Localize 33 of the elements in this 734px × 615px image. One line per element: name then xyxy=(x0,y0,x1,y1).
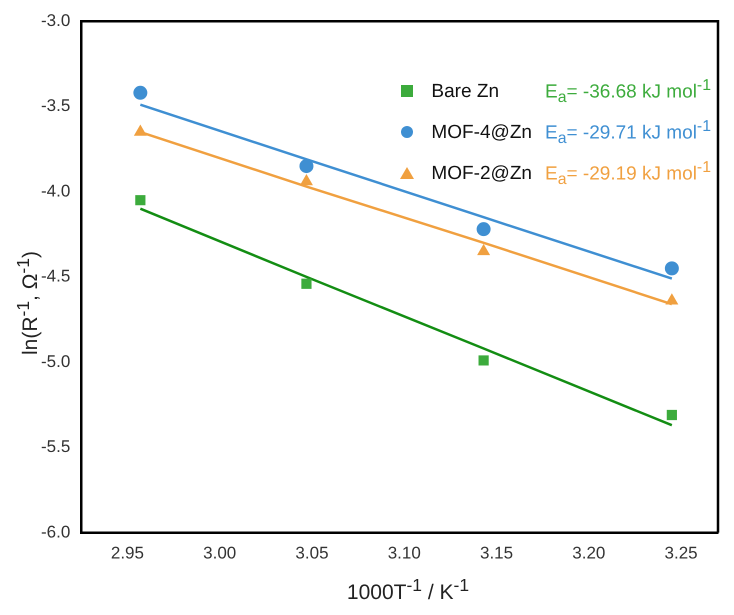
x-tick-label: 3.05 xyxy=(295,543,329,562)
annotation: E$_{a}$= -29.19 kJ mol$^{-1}$ xyxy=(544,158,712,190)
point xyxy=(666,294,678,305)
point xyxy=(134,125,146,136)
point xyxy=(666,410,677,420)
y-tick-label: -3.0 xyxy=(40,10,70,30)
x-tick-label: 3.20 xyxy=(572,543,606,562)
y-tick-label: -4.0 xyxy=(40,181,70,200)
point xyxy=(478,355,489,366)
point xyxy=(476,222,491,236)
annotation: E$_{a}$= -29.71 kJ mol$^{-1}$ xyxy=(544,117,712,150)
x-tick-label: 3.25 xyxy=(664,543,698,562)
y-tick-label: -5.5 xyxy=(40,437,70,456)
point xyxy=(301,278,312,289)
point xyxy=(133,86,148,100)
y-tick-label: -4.5 xyxy=(40,266,70,286)
legend-label: Bare Zn xyxy=(430,80,500,104)
point xyxy=(135,195,146,206)
legend-label: MOF-4@Zn xyxy=(430,121,533,146)
point xyxy=(664,261,679,276)
x-tick-label: 3.15 xyxy=(480,543,514,562)
point xyxy=(299,159,314,174)
x-tick-label: 3.00 xyxy=(203,543,236,562)
x-tick-label: 3.10 xyxy=(388,543,421,562)
point xyxy=(477,244,490,256)
x-axis-title: 1000T$^{-1}$ / K$^{-1}$ xyxy=(346,575,470,605)
x-tick-label: 2.95 xyxy=(110,543,144,562)
y-tick-label: -5.0 xyxy=(40,352,70,371)
legend-label: MOF-2@Zn xyxy=(430,162,533,186)
point xyxy=(300,174,313,186)
y-tick-label: -3.5 xyxy=(40,96,70,116)
y-tick-label: -6.0 xyxy=(40,522,70,542)
annotation: E$_{a}$= -36.68 kJ mol$^{-1}$ xyxy=(544,76,712,108)
